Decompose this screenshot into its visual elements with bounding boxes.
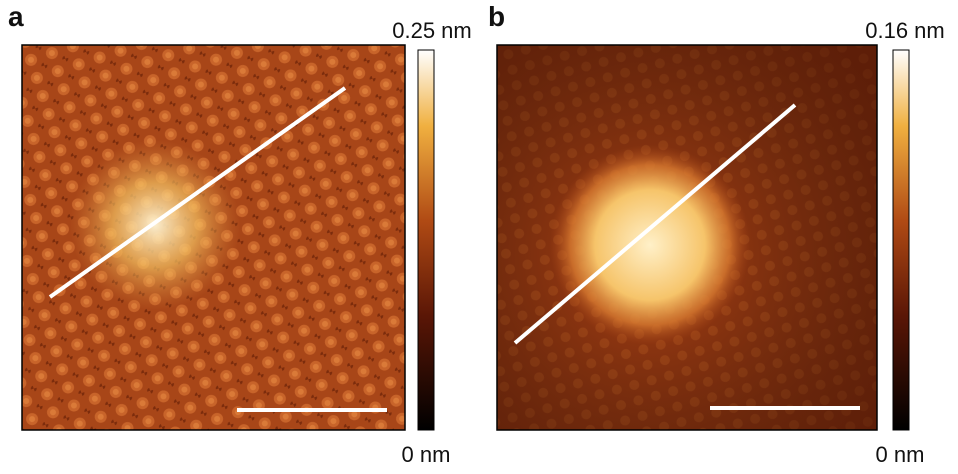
adsorbate [550, 145, 750, 345]
colorbar-max: 0.16 nm [865, 18, 945, 43]
panel-a: a 0.25 nm 0 nm [8, 1, 472, 467]
colorbar-min: 0 nm [402, 442, 451, 467]
colorbar [892, 49, 910, 431]
panel-label: b [488, 1, 505, 32]
panel-b: b 0.16 nm 0 nm [488, 1, 945, 467]
profile-line [513, 103, 797, 345]
colorbar-min: 0 nm [876, 442, 925, 467]
colorbar-max: 0.25 nm [392, 18, 472, 43]
colorbar [417, 49, 435, 431]
profile-line [48, 86, 347, 299]
panel-label: a [8, 1, 24, 32]
